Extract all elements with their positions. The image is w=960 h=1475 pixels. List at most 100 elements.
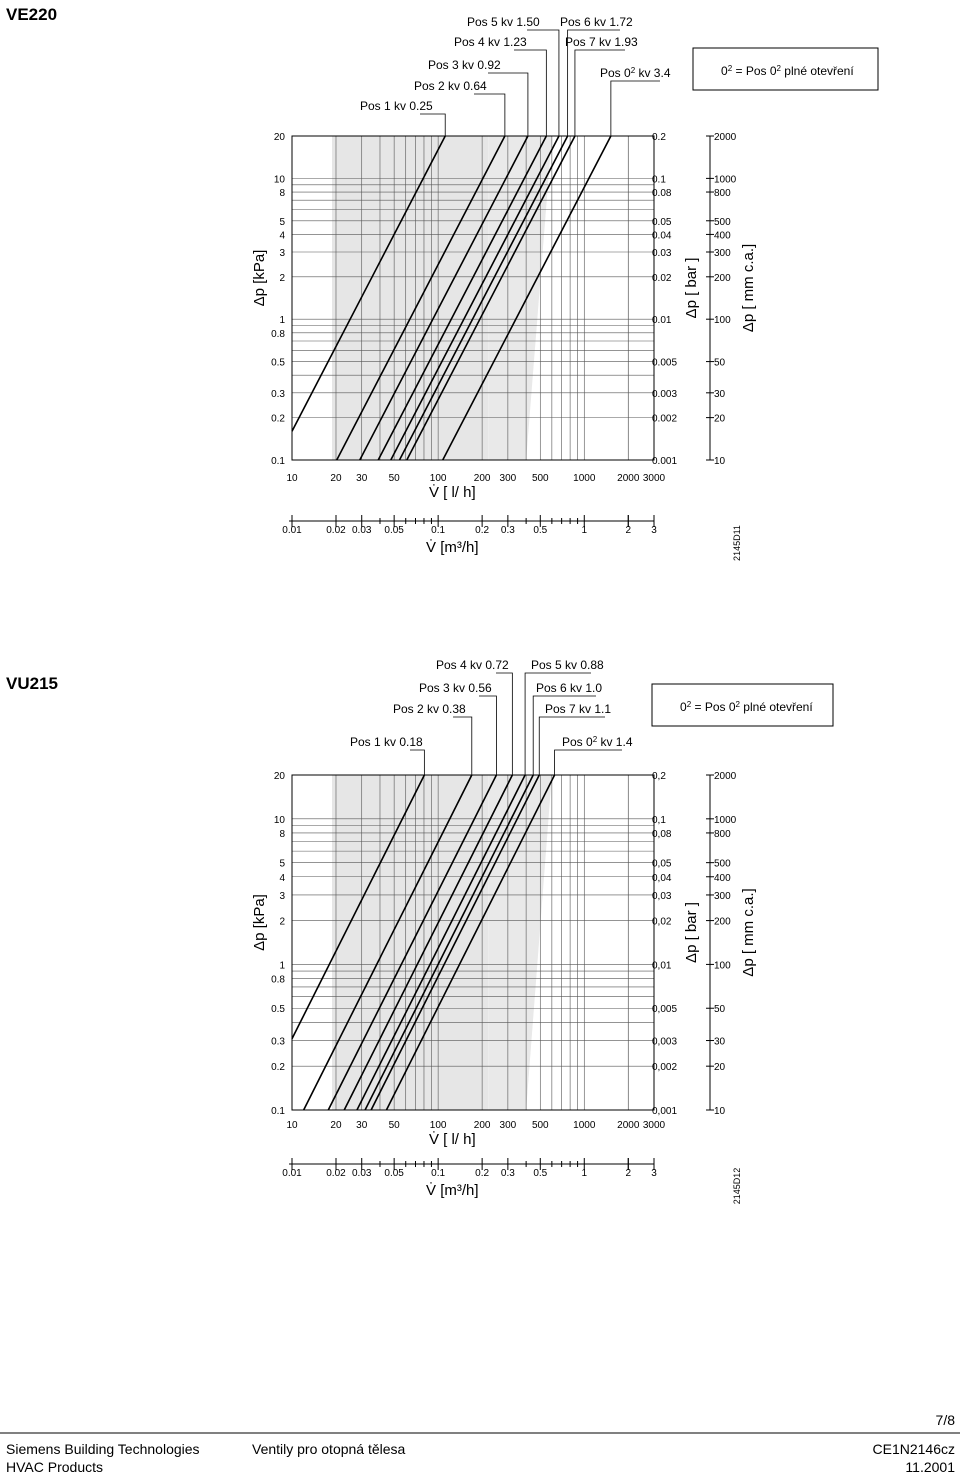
- x-tick-m3: 0.03: [352, 525, 372, 536]
- y-tick-kpa: 0.1: [271, 1106, 285, 1117]
- x-tick-m3: 1: [581, 1168, 587, 1179]
- chart-title: VE220: [6, 5, 57, 24]
- series-line-2: [336, 135, 506, 461]
- y-tick-kpa: 10: [274, 174, 286, 185]
- series-line-8: [385, 774, 556, 1111]
- footer-division: HVAC Products: [6, 1459, 103, 1475]
- y-tick-mm: 400: [714, 873, 731, 884]
- x-tick-lh: 10: [286, 1120, 298, 1131]
- y-tick-bar: 0.1: [652, 174, 666, 185]
- legend-leader-1: [420, 113, 446, 136]
- y-tick-mm: 200: [714, 917, 731, 928]
- x-tick-m3: 0.05: [384, 525, 404, 536]
- y-tick-mm: 1000: [714, 815, 737, 826]
- x-axis-label-lh: V̇ [ l/ h]: [429, 484, 476, 501]
- legend-leader-5: [524, 672, 591, 775]
- y-tick-kpa: 0.2: [271, 1062, 285, 1073]
- x-tick-lh: 2000: [617, 1120, 640, 1131]
- footer: 7/8 Siemens Building Technologies HVAC P…: [0, 1412, 960, 1475]
- x-tick-m3: 0.03: [352, 1168, 372, 1179]
- y-tick-bar: 0,001: [652, 1106, 677, 1117]
- y-tick-kpa: 0.5: [271, 358, 285, 369]
- y-tick-bar: 0,05: [652, 859, 672, 870]
- y-tick-mm: 30: [714, 389, 726, 400]
- plot-frame: [291, 135, 655, 461]
- y-tick-bar: 0.08: [652, 188, 672, 199]
- series-label-6: Pos 6 kv 1.0: [536, 681, 602, 695]
- legend-leader-5: [527, 29, 560, 136]
- x-axis-label-lh: V̇ [ l/ h]: [429, 1131, 476, 1148]
- x-tick-m3: 0.5: [533, 1168, 547, 1179]
- y-tick-kpa: 0.3: [271, 389, 285, 400]
- y-tick-mm: 10: [714, 1106, 726, 1117]
- x-tick-lh: 10: [286, 473, 298, 484]
- y-tick-kpa: 20: [274, 132, 286, 143]
- y-axis-label-bar: Δp [ bar ]: [683, 258, 700, 319]
- y-tick-kpa: 0.2: [271, 414, 285, 425]
- y-tick-mm: 1000: [714, 174, 737, 185]
- x-tick-lh: 20: [330, 473, 342, 484]
- x-tick-lh: 30: [356, 473, 368, 484]
- y-tick-bar: 0,01: [652, 960, 672, 971]
- series-label-4: Pos 4 kv 1.23: [454, 35, 527, 49]
- footer-date: 11.2001: [905, 1459, 955, 1475]
- legend-note-text: 02 = Pos 02 plné otevření: [680, 700, 813, 715]
- y-tick-bar: 0,1: [652, 815, 666, 826]
- series-label-7: Pos 7 kv 1.1: [545, 702, 611, 716]
- legend-leader-7: [538, 716, 605, 775]
- figure-code: 2145D11: [732, 525, 742, 561]
- legend-note-box: [692, 47, 879, 91]
- x-tick-lh: 500: [532, 1120, 549, 1131]
- y-tick-bar: 0.001: [652, 456, 677, 467]
- series-line-2: [302, 774, 473, 1111]
- series-line-7: [370, 774, 540, 1111]
- y-tick-bar: 0,02: [652, 917, 672, 928]
- legend-leader-8: [610, 80, 660, 136]
- series-label-3: Pos 3 kv 0.56: [419, 681, 492, 695]
- y-tick-bar: 0.02: [652, 273, 672, 284]
- y-tick-kpa: 4: [279, 873, 285, 884]
- y-tick-bar: 0.05: [652, 217, 672, 228]
- y-tick-bar: 0,003: [652, 1037, 677, 1048]
- series-label-5: Pos 5 kv 0.88: [531, 658, 604, 672]
- legend-leader-8: [554, 749, 622, 775]
- x-tick-m3: 1: [581, 525, 587, 536]
- y-tick-bar: 0,2: [652, 771, 666, 782]
- y-tick-mm: 200: [714, 273, 731, 284]
- y-tick-bar: 0.002: [652, 414, 677, 425]
- x-tick-m3: 2: [625, 1168, 631, 1179]
- y-axis-label-bar: Δp [ bar ]: [683, 902, 700, 963]
- y-tick-kpa: 0.8: [271, 975, 285, 986]
- page-number: 7/8: [936, 1412, 956, 1428]
- y-tick-mm: 2000: [714, 771, 737, 782]
- x-tick-m3: 0.02: [326, 525, 346, 536]
- x-tick-lh: 1000: [573, 473, 596, 484]
- x-tick-lh: 3000: [643, 473, 666, 484]
- x-tick-lh: 30: [356, 1120, 368, 1131]
- chart-0: VE220 20 10 8 5 4 3 2 1 0.8 0.5 0.3 0.2 0.1 0.2 0.1 0.08…: [6, 5, 879, 561]
- y-tick-bar: 0.01: [652, 315, 672, 326]
- x-tick-m3: 3: [651, 1168, 657, 1179]
- y-tick-bar: 0,03: [652, 891, 672, 902]
- footer-title: Ventily pro otopná tělesa: [252, 1441, 406, 1457]
- series-label-8: Pos 02 kv 3.4: [600, 66, 671, 81]
- x-tick-lh: 300: [500, 473, 517, 484]
- plot-frame: [291, 774, 655, 1111]
- legend-leader-4: [514, 49, 547, 136]
- legend-leader-2: [453, 716, 473, 775]
- x-tick-m3: 0.02: [326, 1168, 346, 1179]
- series-label-7: Pos 7 kv 1.93: [565, 35, 638, 49]
- footer-company: Siemens Building Technologies: [6, 1441, 200, 1457]
- y-tick-mm: 800: [714, 188, 731, 199]
- x-tick-lh: 50: [389, 473, 401, 484]
- y-tick-kpa: 5: [279, 217, 285, 228]
- series-label-6: Pos 6 kv 1.72: [560, 15, 633, 29]
- x-tick-lh: 500: [532, 473, 549, 484]
- footer-doc-code: CE1N2146cz: [873, 1441, 956, 1457]
- y-tick-kpa: 1: [279, 315, 285, 326]
- y-tick-mm: 20: [714, 1062, 726, 1073]
- y-tick-mm: 20: [714, 414, 726, 425]
- series-line-5: [356, 774, 526, 1111]
- series-line-1: [291, 135, 446, 432]
- x-tick-m3: 0.2: [475, 525, 489, 536]
